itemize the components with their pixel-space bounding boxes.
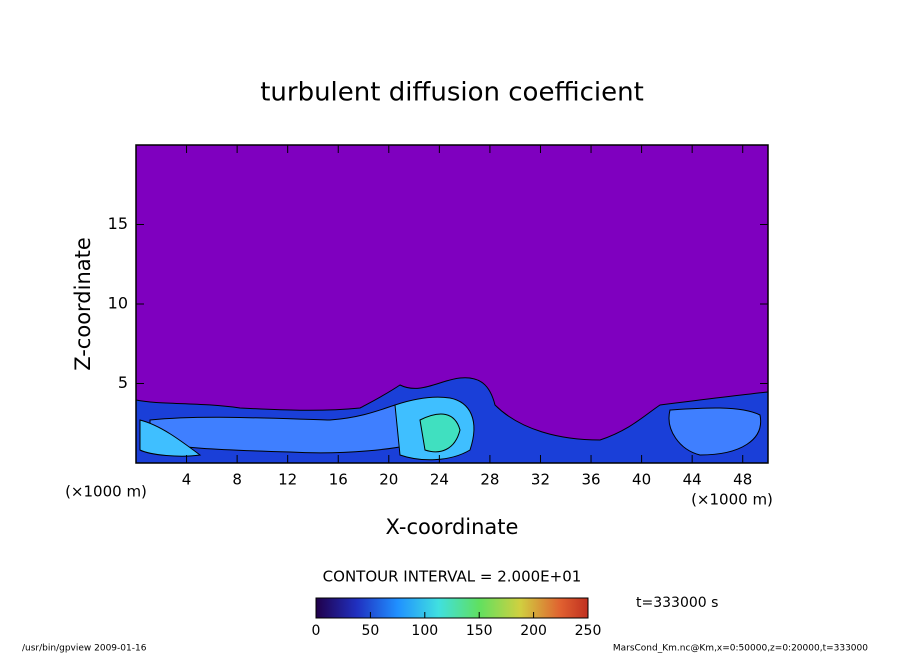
x-tick-label: 44	[683, 471, 702, 489]
x-tick-label: 28	[480, 471, 499, 489]
x-tick-label: 20	[379, 471, 398, 489]
colorbar	[315, 597, 589, 619]
x-tick-label: 32	[531, 471, 550, 489]
y-tick-label: 5	[118, 373, 128, 392]
footer-right: MarsCond_Km.nc@Km,x=0:50000,z=0:20000,t=…	[613, 644, 868, 654]
x-tick-label: 8	[232, 471, 242, 489]
y-tick-label: 10	[108, 294, 128, 313]
colorbar-tick-label: 200	[520, 623, 547, 639]
colorbar-tick-label: 50	[361, 623, 379, 639]
x-tick-label: 40	[632, 471, 651, 489]
x-tick-label: 36	[581, 471, 600, 489]
colorbar-tick-label: 100	[411, 623, 438, 639]
x-tick-label: 4	[182, 471, 192, 489]
x-tick-label: 24	[430, 471, 449, 489]
x-axis-label: X-coordinate	[386, 515, 519, 539]
x-unit: (×1000 m)	[691, 491, 773, 509]
y-axis-label: Z-coordinate	[71, 237, 95, 371]
time-label: t=333000 s	[636, 595, 718, 611]
colorbar-tick-label: 250	[575, 623, 602, 639]
y-unit: (×1000 m)	[65, 483, 147, 501]
contour-field	[136, 377, 768, 463]
footer-left: /usr/bin/gpview 2009-01-16	[22, 644, 147, 654]
colorbar-tick-label: 0	[312, 623, 321, 639]
x-tick-label: 12	[278, 471, 297, 489]
contour-interval: CONTOUR INTERVAL = 2.000E+01	[323, 568, 582, 586]
x-tick-label: 16	[329, 471, 348, 489]
y-tick-label: 15	[108, 214, 128, 233]
chart-title: turbulent diffusion coefficient	[260, 78, 644, 108]
colorbar-tick-label: 150	[466, 623, 493, 639]
x-tick-label: 48	[733, 471, 752, 489]
